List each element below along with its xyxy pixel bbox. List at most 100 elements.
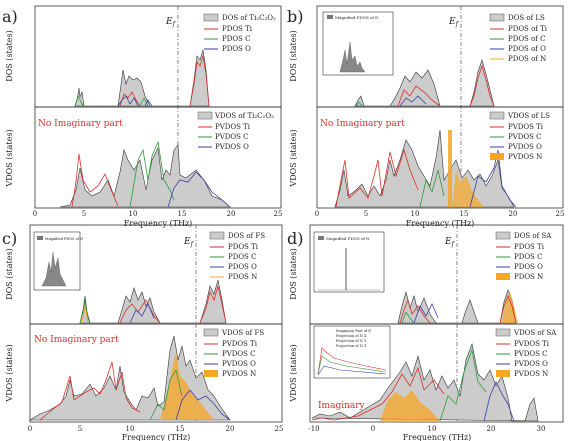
no-imaginary-b: No Imaginary part — [320, 119, 405, 129]
pvdos-c-d — [439, 348, 487, 422]
vdos-frame-a — [34, 106, 282, 209]
svg-text:PVDOS O: PVDOS O — [514, 360, 548, 368]
dos-total-a — [74, 49, 210, 107]
svg-text:10: 10 — [428, 425, 437, 433]
svg-text:PDOS Ti: PDOS Ti — [222, 25, 253, 33]
y-label-vdos-b: VDOS (states) — [289, 129, 298, 187]
vdos-frame-b — [316, 106, 564, 209]
svg-text:Magnified PDOS of N: Magnified PDOS of N — [335, 15, 379, 20]
svg-text:PVDOS N: PVDOS N — [514, 370, 548, 378]
pvdos-c-c — [149, 368, 183, 421]
svg-text:Projection of N Z: Projection of N Z — [336, 344, 367, 348]
svg-text:DOS of LS: DOS of LS — [508, 14, 545, 22]
svg-text:PDOS O: PDOS O — [514, 263, 543, 271]
svg-text:PVDOS N: PVDOS N — [222, 370, 256, 378]
svg-text:PDOS of C: PDOS of C — [508, 35, 545, 43]
svg-text:PVDOS Ti: PVDOS Ti — [508, 123, 544, 131]
svg-text:25: 25 — [556, 210, 565, 218]
y-label-vdos-d: VDOS (states) — [289, 344, 298, 402]
svg-text:5: 5 — [82, 210, 86, 218]
pdos-ti-d — [399, 294, 517, 324]
svg-text:PDOS O: PDOS O — [228, 263, 257, 271]
svg-text:5: 5 — [364, 210, 368, 218]
svg-text:DOS of FS: DOS of FS — [228, 232, 265, 240]
svg-text:0: 0 — [28, 425, 32, 433]
y-label-dos-b: DOS (states) — [289, 30, 298, 81]
svg-text:15: 15 — [460, 210, 469, 218]
svg-text:DOS of Ti₂C₂O₂: DOS of Ti₂C₂O₂ — [222, 14, 276, 22]
svg-text:Imaginary Part of N: Imaginary Part of N — [336, 329, 371, 333]
y-label-dos-d: DOS (states) — [289, 248, 298, 299]
inset-d2: Imaginary Part of N Projection of N X Pr… — [313, 325, 391, 379]
svg-text:DOS of SA: DOS of SA — [514, 232, 552, 240]
svg-text:VDOS of LS: VDOS of LS — [507, 112, 550, 120]
legend-vdos-d: VDOS of SA PVDOS Ti PVDOS C PVDOS O PVDO… — [495, 328, 557, 378]
panel-label-d: d) — [287, 229, 303, 248]
svg-text:10: 10 — [126, 425, 135, 433]
vdos-total-a — [59, 144, 231, 208]
pvdos-c-b — [419, 169, 445, 208]
pdos-o-a — [117, 95, 153, 107]
y-label-dos-c: DOS (states) — [5, 248, 14, 299]
pdos-ti-b — [397, 64, 495, 107]
pvdos-n-b — [448, 130, 452, 207]
pvdos-ti-c — [39, 361, 141, 421]
pvdos-ti-a — [71, 153, 119, 208]
svg-text:PVDOS C: PVDOS C — [215, 133, 249, 141]
svg-text:PDOS Ti: PDOS Ti — [514, 243, 545, 251]
svg-text:10: 10 — [129, 210, 138, 218]
x-label-a: Frequency (THz) — [124, 219, 193, 228]
pdos-n-c — [81, 305, 89, 324]
pvdos-o-c — [175, 389, 231, 421]
svg-text:Projection of N X: Projection of N X — [336, 334, 367, 338]
y-label-dos-a: DOS (states) — [5, 30, 14, 81]
svg-text:-10: -10 — [308, 425, 319, 433]
no-imaginary-a: No Imaginary part — [38, 119, 123, 129]
fermi-label-d: Ef — [444, 237, 456, 248]
svg-text:20: 20 — [226, 425, 235, 433]
panel-label-a: a) — [2, 7, 18, 26]
x-label-c: Frequency (THz) — [122, 433, 191, 441]
svg-text:5: 5 — [78, 425, 82, 433]
svg-text:PVDOS C: PVDOS C — [508, 133, 542, 141]
svg-text:Magnified PDOS of N: Magnified PDOS of N — [45, 237, 83, 241]
pvdos-c-a — [129, 140, 175, 208]
svg-text:PVDOS Ti: PVDOS Ti — [222, 340, 258, 348]
dos-total-d — [397, 289, 517, 324]
svg-text:PDOS O: PDOS O — [222, 45, 251, 53]
svg-text:PVDOS O: PVDOS O — [508, 143, 542, 151]
x-axis-b: 0 5 10 15 20 25 — [315, 210, 565, 218]
svg-text:PDOS N: PDOS N — [228, 273, 257, 281]
svg-text:PVDOS O: PVDOS O — [222, 360, 256, 368]
svg-text:PDOS of O: PDOS of O — [508, 45, 546, 53]
x-axis-d: -10 0 10 20 30 — [308, 425, 545, 433]
imaginary-d: Imaginary — [318, 401, 366, 411]
pvdos-n-b-tail — [452, 170, 484, 207]
fermi-label-c: Ef — [183, 237, 195, 248]
svg-text:PVDOS Ti: PVDOS Ti — [514, 340, 550, 348]
svg-text:PVDOS C: PVDOS C — [222, 350, 256, 358]
svg-text:VDOS of Ti₂C₂O₂: VDOS of Ti₂C₂O₂ — [214, 112, 274, 120]
svg-text:25: 25 — [275, 425, 284, 433]
x-label-b: Frequency (THz) — [406, 219, 475, 228]
svg-text:0: 0 — [33, 210, 37, 218]
panel-label-c: c) — [2, 229, 17, 248]
svg-text:20: 20 — [227, 210, 236, 218]
vdos-total-d — [311, 342, 539, 422]
svg-text:30: 30 — [537, 425, 546, 433]
vdos-total-b — [334, 129, 515, 208]
panel-b: b) Ef DOS (states) VDOS (states) No Imag… — [287, 5, 565, 228]
pdos-ti-a — [119, 55, 210, 107]
pdos-c-c — [79, 299, 91, 324]
pdos-c-b — [355, 101, 363, 107]
svg-text:PVDOS O: PVDOS O — [215, 143, 249, 151]
x-axis-a: 0 5 10 15 20 25 — [33, 210, 283, 218]
svg-text:Magnified PDOS of N: Magnified PDOS of N — [326, 236, 370, 241]
svg-text:Projection of N Y: Projection of N Y — [336, 339, 367, 343]
panel-c: c) Ef DOS (states) VDOS (states) No Imag… — [2, 224, 284, 441]
dos-total-b — [354, 58, 495, 107]
legend-dos-a: DOS of Ti₂C₂O₂ PDOS Ti PDOS C PDOS O — [203, 13, 276, 53]
svg-text:PDOS of N: PDOS of N — [508, 55, 546, 63]
svg-text:0: 0 — [371, 425, 375, 433]
